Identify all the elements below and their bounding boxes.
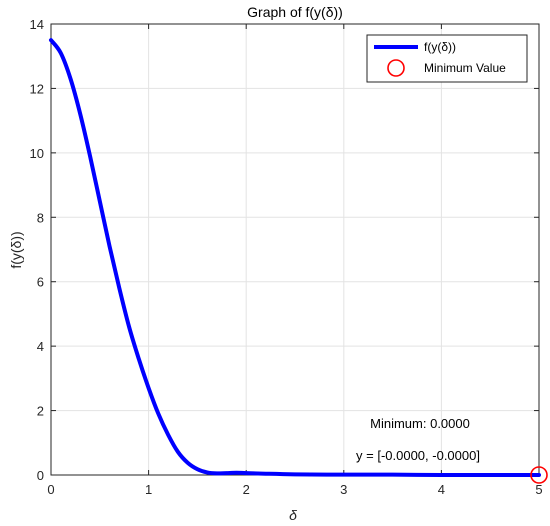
series-line-f-y-delta bbox=[49, 38, 541, 478]
legend-label-series: f(y(δ)) bbox=[424, 40, 456, 54]
legend-marker-swatch bbox=[387, 59, 405, 77]
x-tick-label: 2 bbox=[243, 482, 250, 497]
x-tick-label: 1 bbox=[145, 482, 152, 497]
x-tick-label: 0 bbox=[47, 482, 54, 497]
annotation-y-vector: y = [-0.0000, -0.0000] bbox=[356, 448, 480, 463]
y-tick-label: 0 bbox=[37, 468, 44, 483]
legend-label-minimum: Minimum Value bbox=[424, 61, 506, 75]
y-axis-label: f(y(δ)) bbox=[8, 231, 24, 268]
chart-title: Graph of f(y(δ)) bbox=[247, 4, 343, 20]
y-tick-label: 8 bbox=[37, 210, 44, 225]
minimum-value-marker bbox=[530, 466, 548, 484]
annotation-minimum: Minimum: 0.0000 bbox=[370, 416, 470, 431]
x-tick-label: 3 bbox=[340, 482, 347, 497]
y-tick-label: 2 bbox=[37, 404, 44, 419]
y-tick-label: 6 bbox=[37, 275, 44, 290]
legend: f(y(δ)) Minimum Value bbox=[366, 34, 528, 83]
x-tick-label: 4 bbox=[438, 482, 445, 497]
y-tick-label: 14 bbox=[30, 17, 44, 32]
x-axis-label: δ bbox=[289, 507, 297, 523]
y-tick-label: 10 bbox=[30, 146, 44, 161]
y-tick-label: 4 bbox=[37, 339, 44, 354]
x-tick-label: 5 bbox=[535, 482, 542, 497]
legend-box bbox=[366, 34, 528, 83]
y-tick-label: 12 bbox=[30, 81, 44, 96]
